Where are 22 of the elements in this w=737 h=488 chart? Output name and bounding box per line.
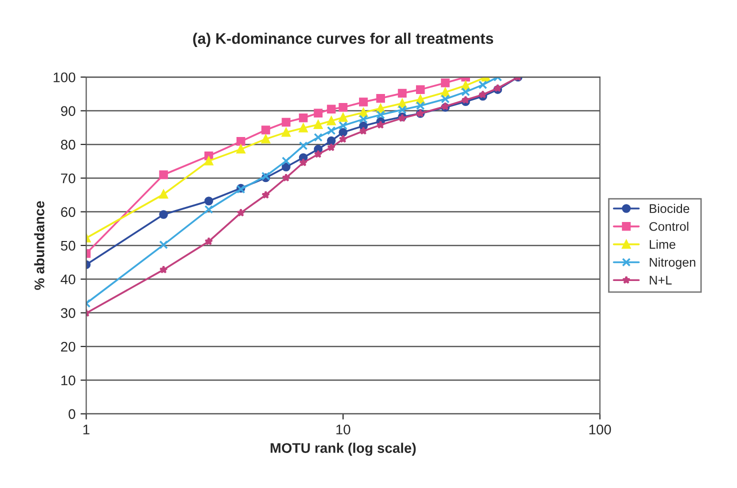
y-tick-label: 50 [60,240,76,251]
chart-title: (a) K-dominance curves for all treatments [193,32,494,47]
y-tick-label: 20 [61,342,76,352]
y-tick-label: 100 [54,72,76,82]
legend-label: Control [649,222,688,231]
legend-label: Biocide [650,204,690,214]
y-tick-label: 60 [61,207,76,217]
legend-label: Nitrogen [650,258,696,270]
y-tick-label: 90 [61,106,76,116]
legend-label: Lime [650,240,676,249]
y-tick-label: 10 [61,375,76,386]
x-tick-label: 1 [83,424,90,434]
y-tick-label: 30 [60,308,76,318]
y-axis-title: % abundance [34,201,44,290]
y-tick-label: 40 [60,274,76,284]
x-tick-label: 100 [589,424,611,434]
legend-label: N+L [650,276,672,284]
x-axis-title: MOTU rank (log scale) [270,442,416,456]
y-tick-label: 0 [68,409,76,419]
y-tick-label: 80 [60,140,76,150]
x-tick-label: 10 [336,424,350,434]
y-tick-label: 70 [61,173,76,184]
